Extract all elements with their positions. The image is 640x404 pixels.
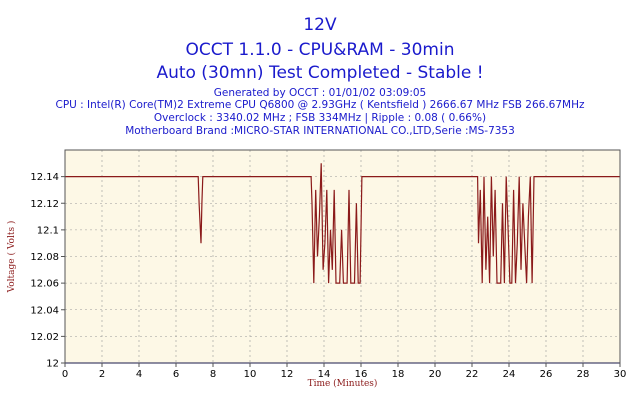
y-tick-label: 12.12 [30, 199, 59, 210]
x-tick-label: 14 [318, 369, 331, 380]
y-tick-label: 12.06 [30, 279, 59, 290]
x-tick-label: 12 [281, 369, 294, 380]
x-tick-label: 6 [173, 369, 179, 380]
chart-subtitle-2: Auto (30mn) Test Completed - Stable ! [156, 63, 484, 83]
y-tick-label: 12.1 [37, 225, 59, 236]
x-axis-label: Time (Minutes) [308, 378, 378, 389]
y-tick-label: 12.04 [30, 305, 59, 316]
x-tick-label: 18 [392, 369, 405, 380]
x-tick-label: 26 [540, 369, 553, 380]
series-line-12v [65, 163, 620, 284]
y-axis-label: Voltage ( Volts ) [6, 221, 17, 294]
y-tick-label: 12 [46, 359, 59, 370]
info-cpu: CPU : Intel(R) Core(TM)2 Extreme CPU Q68… [55, 99, 585, 111]
x-axis-ticks: 0 2 4 6 8 10 12 14 16 18 20 22 24 26 28 30 [62, 363, 627, 380]
x-tick-label: 30 [614, 369, 627, 380]
x-tick-label: 8 [210, 369, 216, 380]
x-tick-label: 16 [355, 369, 368, 380]
x-tick-label: 22 [466, 369, 479, 380]
x-tick-label: 28 [577, 369, 590, 380]
x-tick-label: 4 [136, 369, 142, 380]
info-generated: Generated by OCCT : 01/01/02 03:09:05 [213, 87, 427, 99]
x-tick-label: 24 [503, 369, 516, 380]
y-tick-label: 12.08 [30, 252, 59, 263]
y-axis-ticks: 12 12.02 12.04 12.06 12.08 12.1 12.12 12.14 [30, 172, 65, 370]
y-tick-label: 12.14 [30, 172, 59, 183]
x-tick-label: 10 [244, 369, 257, 380]
x-tick-label: 20 [429, 369, 442, 380]
chart-subtitle-1: OCCT 1.1.0 - CPU&RAM - 30min [185, 40, 455, 60]
chart-title: 12V [303, 15, 337, 35]
info-motherboard: Motherboard Brand :MICRO-STAR INTERNATIO… [125, 125, 515, 137]
info-overclock: Overclock : 3340.02 MHz ; FSB 334MHz | R… [153, 112, 487, 124]
x-tick-label: 0 [62, 369, 68, 380]
y-tick-label: 12.02 [30, 332, 59, 343]
x-tick-label: 2 [99, 369, 105, 380]
